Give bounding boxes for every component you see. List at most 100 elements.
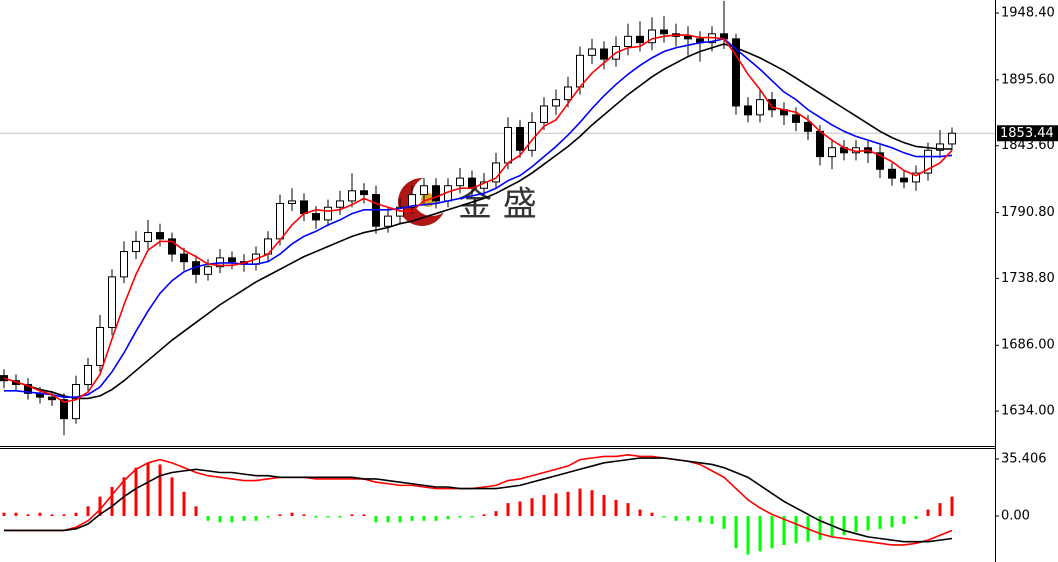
histogram-bar (170, 477, 174, 516)
indicator-line (3, 43, 952, 400)
histogram-bar (254, 515, 258, 521)
histogram-bar (218, 515, 222, 523)
y-tick-label: 1790.80 (1001, 205, 1055, 220)
histogram-bar (890, 515, 894, 528)
candle-body (732, 38, 740, 107)
candle-body (792, 114, 800, 123)
indicator-line (3, 34, 953, 404)
y-tick-label: 1895.60 (1001, 72, 1055, 87)
histogram-bar (758, 515, 762, 552)
candle-body (768, 99, 776, 111)
histogram-bar (782, 515, 786, 545)
histogram-bar (914, 515, 918, 520)
candle-body (384, 215, 392, 227)
candle-body (324, 206, 332, 221)
candle-body (108, 276, 116, 329)
candle-body (24, 383, 32, 394)
histogram-bar (518, 501, 522, 516)
histogram-bar (374, 515, 378, 523)
histogram-bar (410, 515, 414, 521)
histogram-bar (506, 503, 510, 516)
histogram-bar (698, 515, 702, 523)
indicator-line (4, 38, 953, 398)
histogram-bar (350, 514, 354, 516)
candle-body (60, 399, 68, 420)
histogram-bar (950, 496, 954, 516)
histogram-bar (626, 503, 630, 516)
candle-body (948, 132, 956, 145)
histogram-bar (686, 515, 690, 521)
histogram-bar (566, 491, 570, 516)
histogram-bar (674, 515, 678, 521)
candle-body (276, 202, 284, 240)
candle-body (72, 383, 80, 420)
histogram-bar (290, 512, 294, 516)
indicator-line (4, 457, 953, 543)
histogram-bar (926, 509, 930, 516)
candle-body (96, 327, 104, 366)
candle-body (288, 200, 296, 204)
candle-body (180, 253, 188, 263)
histogram-bar (134, 467, 138, 516)
candle-body (660, 29, 668, 35)
histogram-bar (470, 515, 474, 518)
histogram-bar (446, 515, 450, 520)
candle-body (516, 126, 524, 151)
histogram-bar (62, 514, 66, 516)
candle-body (540, 105, 548, 123)
candle-body (48, 396, 56, 401)
histogram-bar (326, 515, 330, 518)
last-price-label: 1853.44 (1000, 126, 1054, 141)
y-tick-label: 1634.00 (1001, 404, 1055, 419)
candle-body (312, 213, 320, 221)
histogram-bar (146, 462, 150, 516)
histogram-bar (338, 515, 342, 518)
histogram-bar (314, 515, 318, 518)
candle-body (300, 200, 308, 215)
candle-body (144, 232, 152, 242)
candle-body (828, 147, 836, 158)
histogram-bar (638, 509, 642, 516)
histogram-bar (878, 515, 882, 529)
histogram-bar (722, 515, 726, 529)
histogram-bar (182, 491, 186, 516)
histogram-bar (590, 490, 594, 516)
candle-body (504, 126, 512, 164)
candle-body (120, 251, 128, 278)
histogram-bar (602, 495, 606, 516)
histogram-bar (2, 512, 6, 516)
histogram-bar (746, 515, 750, 555)
histogram-bar (458, 515, 462, 518)
histogram-bar (110, 486, 114, 516)
histogram-bar (434, 515, 438, 521)
candle-body (564, 86, 572, 101)
candle-body (744, 105, 752, 116)
candle-body (336, 200, 344, 208)
candle-body (168, 238, 176, 255)
candle-body (552, 99, 560, 107)
y-tick-label: 0.00 (1001, 508, 1030, 523)
y-tick-label: 1843.60 (1001, 138, 1055, 153)
histogram-bar (770, 515, 774, 549)
candle-body (600, 48, 608, 60)
histogram-bar (794, 515, 798, 544)
watermark: 金 盛 (458, 185, 537, 225)
histogram-bar (74, 512, 78, 516)
histogram-bar (86, 506, 90, 516)
histogram-bar (50, 514, 54, 516)
histogram-bar (26, 514, 30, 516)
candle-body (84, 364, 92, 385)
candle-body (624, 35, 632, 47)
y-tick-label: 1948.40 (1001, 6, 1055, 21)
candle-body (912, 172, 920, 183)
candle-body (684, 35, 692, 40)
candle-body (576, 54, 584, 88)
y-tick-label: 1738.80 (1001, 271, 1055, 286)
histogram-bar (422, 515, 426, 521)
candle-body (348, 190, 356, 202)
histogram-bar (242, 515, 246, 521)
histogram-bar (494, 511, 498, 516)
candle-body (636, 35, 644, 44)
candle-body (204, 266, 212, 275)
candle-body (132, 240, 140, 253)
